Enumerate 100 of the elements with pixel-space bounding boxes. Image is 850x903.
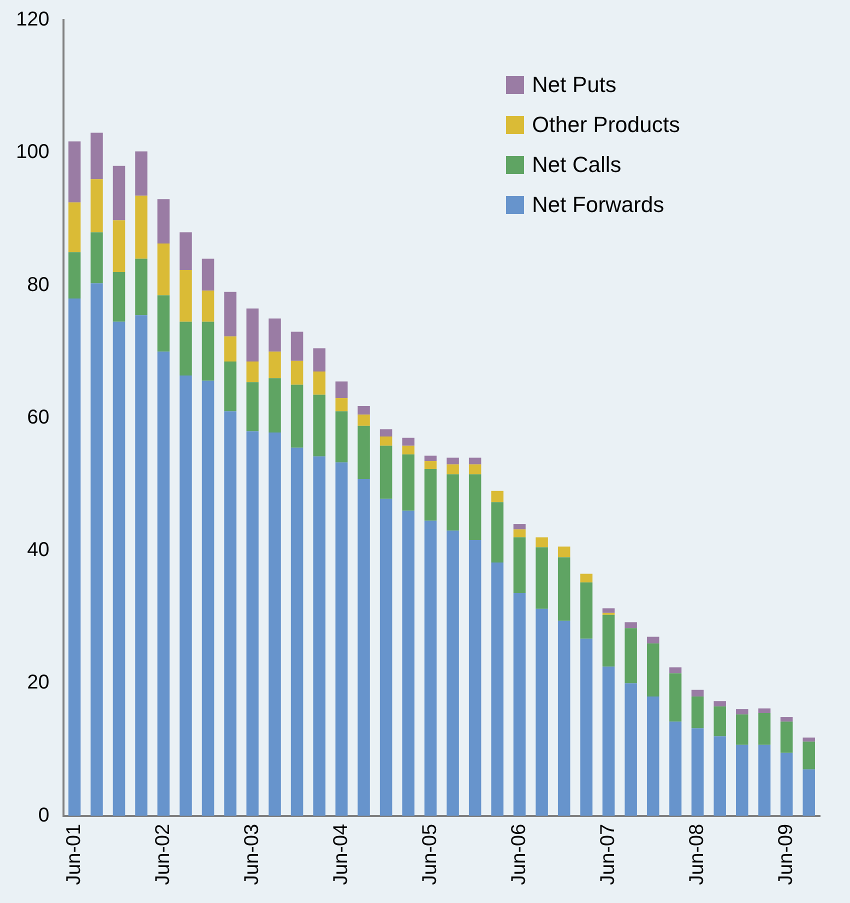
bar — [157, 352, 170, 816]
bar — [780, 752, 793, 816]
bar — [90, 232, 103, 284]
bar — [180, 232, 192, 270]
bar — [802, 769, 815, 816]
y-tick-label: 80 — [27, 274, 50, 296]
y-tick-label: 40 — [27, 539, 50, 562]
x-tick-label: Jun-03 — [241, 824, 264, 886]
bar — [402, 438, 414, 446]
bar — [224, 292, 236, 336]
bar — [112, 322, 126, 816]
legend-label: Other Products — [532, 112, 680, 138]
bar — [68, 202, 81, 252]
bar — [335, 411, 348, 462]
y-tick-label: 120 — [16, 8, 50, 31]
y-tick-label: 60 — [27, 406, 50, 428]
bar — [513, 537, 526, 594]
bar — [290, 384, 304, 448]
bar — [157, 244, 170, 296]
bar — [424, 456, 437, 462]
bar — [202, 322, 214, 381]
bar — [446, 464, 459, 474]
bar — [90, 179, 103, 232]
x-tick-label: Jun-04 — [330, 824, 352, 886]
bar — [446, 474, 459, 531]
bar — [224, 336, 236, 362]
bar — [646, 636, 660, 644]
bar — [691, 696, 704, 728]
bar — [758, 744, 770, 816]
bar — [669, 667, 682, 674]
bar — [714, 736, 726, 816]
bar — [558, 620, 570, 816]
bar — [268, 378, 281, 433]
bar — [424, 468, 437, 521]
bar — [202, 380, 214, 816]
bar — [646, 643, 660, 696]
bar — [335, 381, 348, 398]
bar — [402, 446, 414, 454]
bar — [313, 372, 326, 395]
legend-label: Net Puts — [532, 72, 616, 98]
bar — [468, 540, 482, 816]
bar — [513, 529, 526, 538]
bar — [135, 315, 148, 816]
bar — [669, 673, 682, 722]
bar — [90, 132, 103, 180]
bar — [802, 738, 815, 742]
bar — [558, 546, 570, 558]
bar — [135, 151, 148, 196]
bar — [335, 462, 348, 816]
bar — [758, 713, 770, 745]
bar — [802, 742, 815, 770]
bar — [624, 622, 637, 628]
bar — [112, 272, 126, 322]
bar — [202, 258, 214, 291]
legend-label: Net Forwards — [532, 192, 664, 218]
bar — [736, 714, 748, 745]
bar — [602, 614, 615, 667]
bar — [290, 360, 304, 385]
bar — [112, 166, 126, 220]
bar — [491, 490, 504, 502]
bar — [68, 252, 81, 299]
bar — [68, 298, 81, 816]
bar — [714, 701, 726, 706]
bar — [135, 258, 148, 316]
x-tick-label: Jun-02 — [152, 824, 174, 886]
bar — [380, 446, 392, 499]
bar — [157, 295, 170, 352]
bar — [180, 322, 192, 376]
bar — [358, 414, 370, 426]
bar — [157, 199, 170, 244]
bar — [380, 436, 392, 446]
bar — [268, 318, 281, 352]
bar — [491, 562, 504, 816]
y-tick-label: 100 — [16, 141, 50, 164]
bar — [290, 448, 304, 816]
bar — [135, 196, 148, 259]
x-tick-label: Jun-08 — [686, 824, 708, 886]
bar — [358, 406, 370, 415]
bar — [736, 744, 748, 816]
y-tick-label: 20 — [27, 672, 50, 694]
bar — [402, 510, 414, 816]
bar — [468, 474, 482, 540]
bar — [602, 666, 615, 816]
bar — [313, 348, 326, 372]
bar — [468, 458, 482, 464]
bar — [602, 608, 615, 613]
bar — [624, 683, 637, 816]
x-tick-label: Jun-05 — [419, 824, 442, 886]
bar — [380, 498, 392, 816]
bar — [758, 708, 770, 714]
bar — [246, 308, 259, 362]
bar — [780, 717, 793, 722]
bar — [558, 557, 570, 621]
bar — [68, 141, 81, 202]
bar — [736, 709, 748, 714]
bar — [646, 696, 660, 816]
bar — [224, 362, 236, 412]
bar — [246, 362, 259, 382]
bar — [424, 461, 437, 469]
bar — [268, 352, 281, 378]
